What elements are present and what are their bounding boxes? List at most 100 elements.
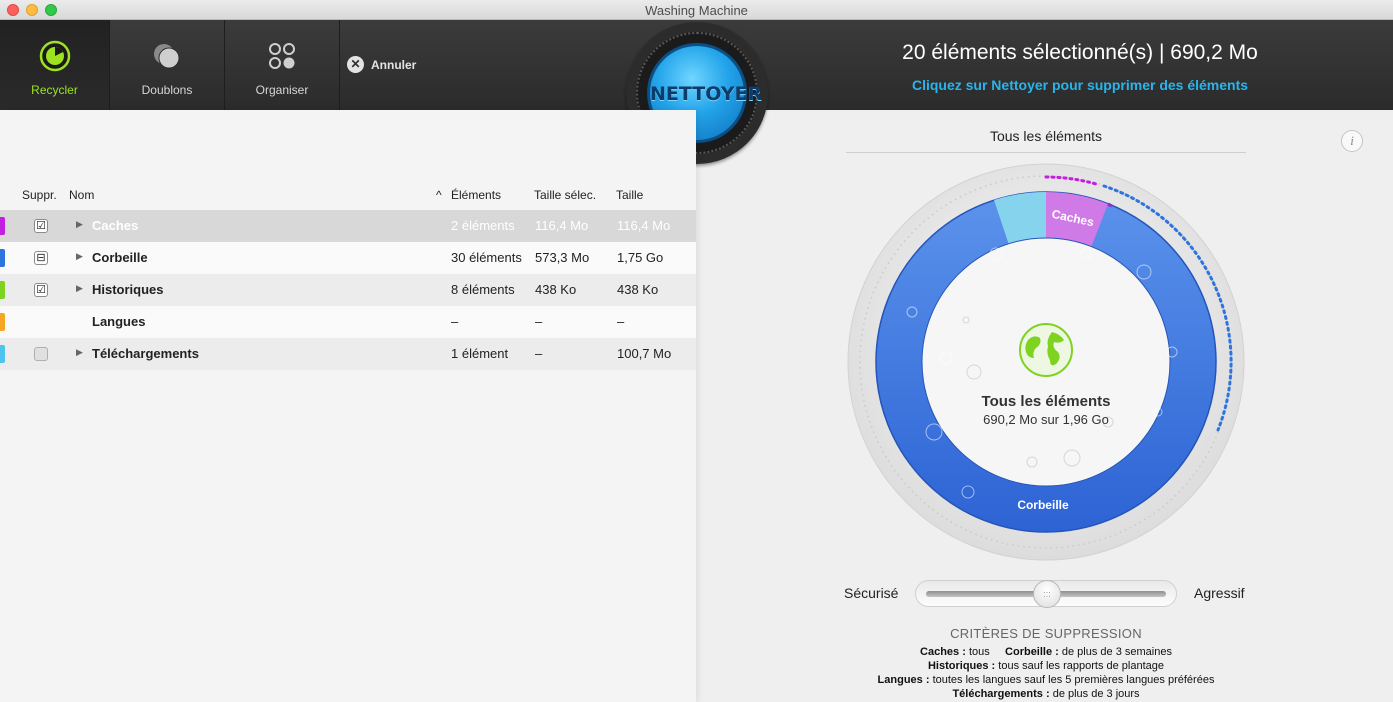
criteria-line: Téléchargements : de plus de 3 jours <box>846 688 1246 700</box>
slider-label-aggressive: Agressif <box>1194 585 1245 601</box>
delete-checkbox[interactable]: ☑ <box>34 219 48 233</box>
criteria-value: de plus de 3 jours <box>1052 688 1140 700</box>
table-header: Suppr. Nom ^ Éléments Taille sélec. Tail… <box>0 184 696 208</box>
criteria-title: CRITÈRES DE SUPPRESSION <box>950 626 1142 641</box>
tab-recycler-label: Recycler <box>31 83 78 97</box>
column-header-elements[interactable]: Éléments <box>451 188 502 202</box>
info-icon[interactable]: i <box>1341 130 1363 152</box>
close-icon: ✕ <box>347 56 364 73</box>
dial-progress-caches <box>1044 175 1098 186</box>
criteria-label: Langues : <box>877 674 930 686</box>
dial-label-corbeille: Corbeille <box>1017 498 1069 512</box>
close-window-button[interactable] <box>7 4 19 16</box>
row-name: Langues <box>92 314 146 329</box>
row-elements: 30 éléments <box>451 250 522 265</box>
row-taille: – <box>617 314 625 329</box>
criteria-value: toutes les langues sauf les 5 premières … <box>932 674 1215 686</box>
zoom-window-button[interactable] <box>45 4 57 16</box>
usage-dial: Caches Corbeille <box>847 163 1245 561</box>
tab-doublons[interactable]: Doublons <box>110 20 225 110</box>
delete-checkbox[interactable] <box>34 347 48 361</box>
row-elements: – <box>451 314 459 329</box>
selection-hint: Cliquez sur Nettoyer pour supprimer des … <box>911 77 1249 93</box>
tab-recycler[interactable]: Recycler <box>0 20 110 110</box>
disclosure-triangle-icon[interactable]: ▶ <box>76 219 83 229</box>
title-bar: Washing Machine <box>0 0 1393 20</box>
minimize-window-button[interactable] <box>26 4 38 16</box>
delete-checkbox[interactable]: ☑ <box>34 283 48 297</box>
row-elements: 8 éléments <box>451 282 515 297</box>
category-table: Suppr. Nom ^ Éléments Taille sélec. Tail… <box>0 110 696 702</box>
criteria-label: Téléchargements : <box>952 688 1050 700</box>
tab-doublons-label: Doublons <box>141 83 193 97</box>
criteria-label: Caches : <box>920 646 966 658</box>
divider <box>846 152 1246 153</box>
category-color-tag <box>0 345 5 363</box>
row-name: Téléchargements <box>92 346 199 361</box>
criteria-line: Caches : tous Corbeille : de plus de 3 s… <box>846 646 1246 658</box>
disclosure-triangle-icon[interactable]: ▶ <box>76 251 83 261</box>
dial-segment-caches <box>1046 192 1108 250</box>
globe-icon <box>1019 323 1073 377</box>
window-title: Washing Machine <box>645 3 748 18</box>
dial-center-subtitle: 690,2 Mo sur 1,96 Go <box>983 412 1109 427</box>
inner-bubbles-decoration <box>962 316 1114 468</box>
doublons-icon <box>151 40 183 77</box>
row-taille-selec: 573,3 Mo <box>535 250 590 265</box>
row-elements: 1 élément <box>451 346 509 361</box>
row-name: Caches <box>92 218 139 233</box>
dial-segment-caches-edge <box>1107 202 1113 208</box>
dial-progress-corbeille <box>1102 184 1233 432</box>
column-header-taille-selec[interactable]: Taille sélec. <box>534 188 597 202</box>
table-row[interactable]: Langues – – – <box>0 306 696 338</box>
sort-ascending-icon: ^ <box>436 188 442 202</box>
row-taille-selec: – <box>535 346 543 361</box>
category-color-tag <box>0 217 5 235</box>
table-row[interactable]: ☑ ▶ Caches 2 éléments 116,4 Mo 116,4 Mo <box>0 210 696 242</box>
cancel-button[interactable]: ✕ Annuler <box>347 56 416 73</box>
row-taille: 100,7 Mo <box>617 346 672 361</box>
disclosure-triangle-icon[interactable]: ▶ <box>76 347 83 357</box>
criteria-value: de plus de 3 semaines <box>1061 646 1172 658</box>
criteria-label: Historiques : <box>927 660 996 672</box>
category-color-tag <box>0 281 5 299</box>
criteria-line: Langues : toutes les langues sauf les 5 … <box>846 674 1246 686</box>
row-taille-selec: 116,4 Mo <box>535 218 589 233</box>
row-name: Historiques <box>92 282 164 297</box>
disclosure-triangle-icon[interactable]: ▶ <box>76 283 83 293</box>
table-row[interactable]: ☑ ▶ Historiques 8 éléments 438 Ko 438 Ko <box>0 274 696 306</box>
recycler-icon <box>39 40 71 77</box>
column-header-nom[interactable]: Nom <box>69 188 95 202</box>
row-taille: 116,4 Mo <box>617 218 671 233</box>
column-header-taille[interactable]: Taille <box>616 188 644 202</box>
dial-track <box>859 175 1233 549</box>
cancel-label: Annuler <box>371 57 417 72</box>
tab-organiser-label: Organiser <box>255 83 309 97</box>
table-row[interactable]: ▶ Téléchargements 1 élément – 100,7 Mo <box>0 338 696 370</box>
row-taille: 438 Ko <box>617 282 659 297</box>
column-header-suppr[interactable]: Suppr. <box>22 188 57 202</box>
table-row[interactable]: ⊟ ▶ Corbeille 30 éléments 573,3 Mo 1,75 … <box>0 242 696 274</box>
criteria-value: tous sauf les rapports de plantage <box>998 660 1165 672</box>
row-elements: 2 éléments <box>451 218 515 233</box>
row-taille: 1,75 Go <box>617 250 664 265</box>
aggressiveness-slider[interactable]: ::: <box>915 580 1177 608</box>
criteria-value: tous <box>968 646 990 658</box>
criteria-label: Corbeille : <box>1005 646 1059 658</box>
clean-button-label: NETTOYER <box>650 83 763 105</box>
row-taille-selec: – <box>535 314 543 329</box>
category-color-tag <box>0 249 5 267</box>
criteria-line: Historiques : tous sauf les rapports de … <box>846 660 1246 672</box>
bubbles-decoration <box>906 247 1178 499</box>
dial-center-title: Tous les éléments <box>981 393 1111 410</box>
slider-knob[interactable]: ::: <box>1033 580 1061 608</box>
dial-segment-telechargements <box>994 191 1046 248</box>
row-name: Corbeille <box>92 250 148 265</box>
panel-title: Tous les éléments <box>989 128 1103 144</box>
selection-summary: 20 éléments sélectionné(s) | 690,2 Mo <box>902 41 1258 64</box>
delete-checkbox[interactable]: ⊟ <box>34 251 48 265</box>
row-taille-selec: 438 Ko <box>535 282 577 297</box>
tab-organiser[interactable]: Organiser <box>225 20 340 110</box>
slider-label-safe: Sécurisé <box>844 585 899 601</box>
organiser-icon <box>266 40 298 77</box>
